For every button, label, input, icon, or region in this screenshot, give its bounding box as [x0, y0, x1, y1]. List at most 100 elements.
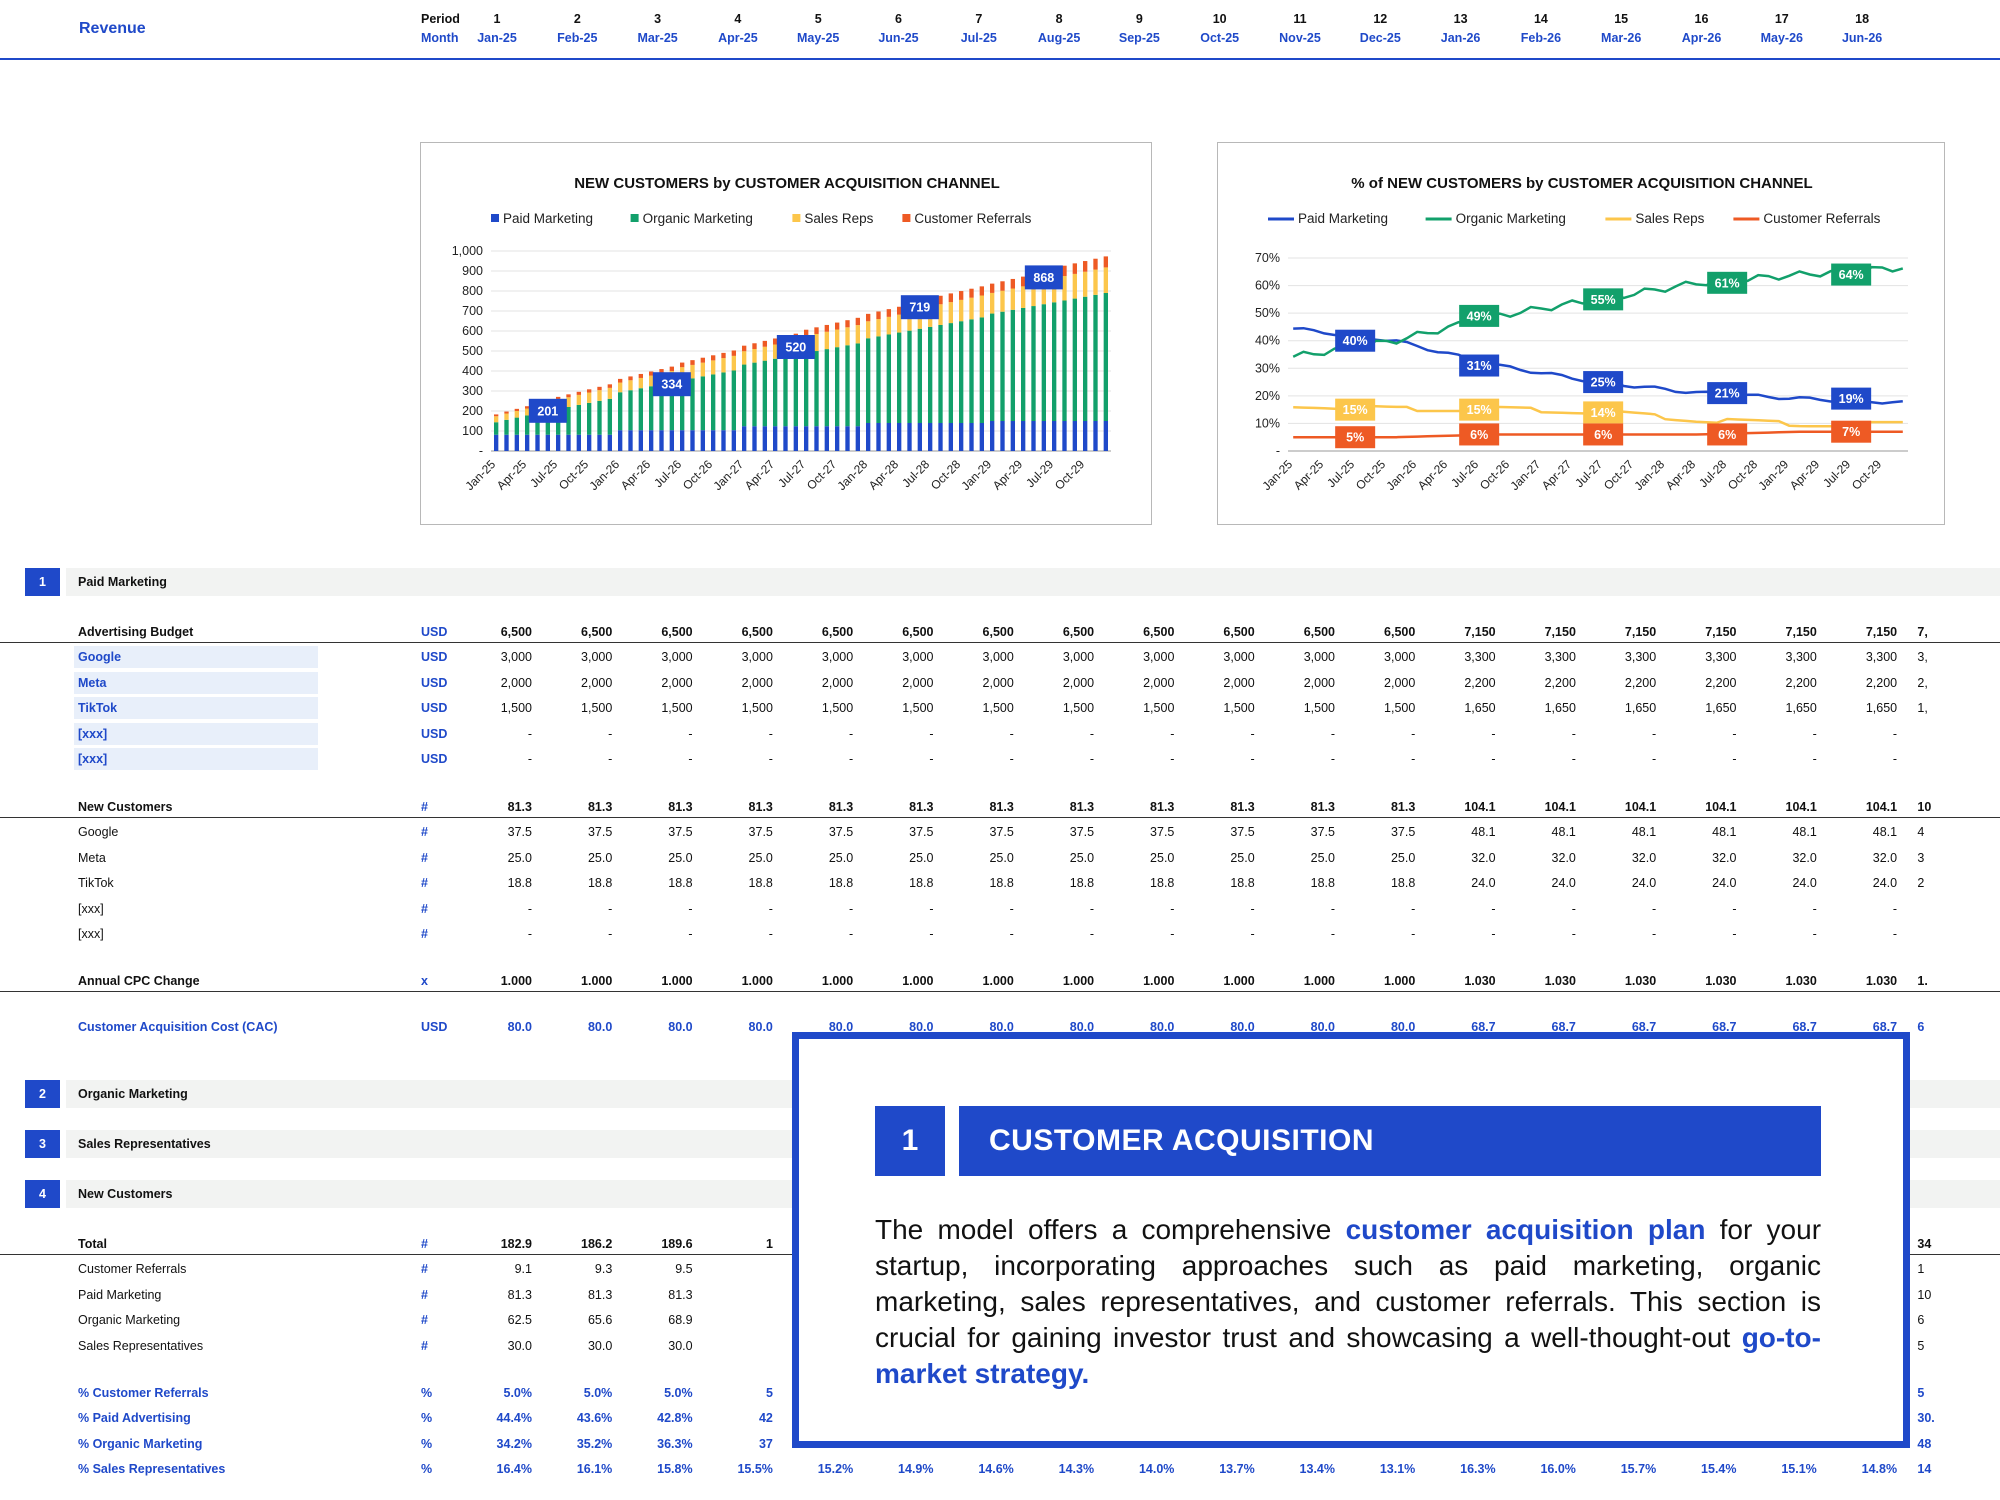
table-cell[interactable]: 3,000 — [581, 650, 613, 664]
table-cell[interactable]: 1.000 — [1143, 974, 1175, 988]
table-cell[interactable]: 3,000 — [1062, 650, 1095, 664]
table-cell[interactable]: 37.5 — [1230, 825, 1255, 839]
table-cell[interactable]: 81.3 — [1230, 800, 1255, 814]
table-cell[interactable]: 18.8 — [828, 876, 854, 890]
table-cell[interactable]: 81.3 — [989, 800, 1014, 814]
table-cell[interactable]: - — [1411, 927, 1416, 941]
table-cell[interactable]: 80.0 — [1230, 1020, 1255, 1034]
table-cell[interactable]: 5.0% — [503, 1386, 533, 1400]
table-cell[interactable]: 62.5 — [507, 1313, 532, 1327]
table-cell[interactable]: 1,500 — [1223, 701, 1255, 715]
table-cell[interactable]: 104.1 — [1624, 800, 1657, 814]
table-cell[interactable]: 1.030 — [1785, 974, 1817, 988]
table-cell[interactable]: 81.3 — [909, 800, 934, 814]
table-cell[interactable]: 25.0 — [587, 851, 613, 865]
table-cell[interactable]: 15.1% — [1781, 1462, 1817, 1476]
table-cell[interactable]: 18.8 — [989, 876, 1014, 890]
table-cell[interactable]: 16.3% — [1460, 1462, 1496, 1476]
table-cell[interactable]: 2,000 — [581, 676, 613, 690]
table-cell[interactable]: 32.0 — [1551, 851, 1576, 865]
table-cell[interactable]: - — [1089, 727, 1095, 741]
table-cell[interactable]: 7,150 — [1544, 625, 1576, 639]
table-cell[interactable]: 3,000 — [821, 650, 854, 664]
table-cell[interactable]: 3,000 — [982, 650, 1014, 664]
table-cell[interactable]: 6,500 — [1384, 625, 1416, 639]
table-cell[interactable]: 5.0% — [583, 1386, 613, 1400]
table-cell[interactable]: 37.5 — [828, 825, 854, 839]
table-cell[interactable]: 30. — [1917, 1411, 1935, 1425]
table-cell[interactable]: 104.1 — [1865, 800, 1898, 814]
table-cell[interactable]: 30.0 — [668, 1339, 693, 1353]
table-cell[interactable]: 1,500 — [741, 701, 773, 715]
table-cell[interactable]: 80.0 — [668, 1020, 693, 1034]
table-cell[interactable]: 1.030 — [1865, 974, 1898, 988]
table-cell[interactable]: 7,150 — [1464, 625, 1496, 639]
table-cell[interactable]: 1.000 — [1384, 974, 1416, 988]
table-cell[interactable]: - — [1170, 927, 1175, 941]
table-cell[interactable]: - — [849, 752, 854, 766]
table-cell[interactable]: - — [1250, 927, 1255, 941]
table-cell[interactable]: 1.000 — [661, 974, 693, 988]
table-cell[interactable]: - — [527, 902, 532, 916]
table-cell[interactable]: 1.000 — [1062, 974, 1095, 988]
table-cell[interactable]: 7,150 — [1624, 625, 1657, 639]
table-cell[interactable]: - — [768, 752, 773, 766]
table-cell[interactable]: - — [1491, 927, 1496, 941]
table-cell[interactable]: 1. — [1917, 974, 1928, 988]
table-cell[interactable]: 80.0 — [828, 1020, 854, 1034]
table-cell[interactable]: 48.1 — [1631, 825, 1657, 839]
table-cell[interactable]: 7,150 — [1705, 625, 1737, 639]
table-cell[interactable]: 3, — [1917, 650, 1928, 664]
table-cell[interactable]: 48.1 — [1792, 825, 1817, 839]
table-cell[interactable]: - — [1491, 727, 1496, 741]
table-cell[interactable]: - — [1330, 752, 1335, 766]
table-cell[interactable]: 1, — [1917, 701, 1928, 715]
table-cell[interactable]: 30.0 — [587, 1339, 613, 1353]
table-cell[interactable]: - — [608, 927, 613, 941]
table-cell[interactable]: - — [929, 927, 934, 941]
table-cell[interactable]: 3,000 — [1223, 650, 1255, 664]
table-cell[interactable]: 18.8 — [1150, 876, 1175, 890]
table-cell[interactable]: 80.0 — [1310, 1020, 1335, 1034]
table-cell[interactable]: 6,500 — [821, 625, 854, 639]
table-cell[interactable]: 25.0 — [1230, 851, 1255, 865]
table-cell[interactable]: 48.1 — [1471, 825, 1496, 839]
table-cell[interactable]: - — [1812, 927, 1817, 941]
table-cell[interactable]: 30.0 — [507, 1339, 532, 1353]
table-cell[interactable]: 1,650 — [1464, 701, 1496, 715]
table-cell[interactable]: 3,000 — [1303, 650, 1335, 664]
table-cell[interactable]: - — [1571, 727, 1576, 741]
table-cell[interactable]: 2,200 — [1865, 676, 1898, 690]
table-cell[interactable]: 1.000 — [982, 974, 1014, 988]
table-cell[interactable]: 4 — [1917, 825, 1925, 839]
table-cell[interactable]: 42 — [758, 1411, 773, 1425]
table-cell[interactable]: 1,500 — [1062, 701, 1095, 715]
table-cell[interactable]: 2,000 — [741, 676, 773, 690]
table-cell[interactable]: - — [1170, 727, 1175, 741]
table-cell[interactable]: 25.0 — [748, 851, 773, 865]
table-cell[interactable]: 13.7% — [1219, 1462, 1255, 1476]
table-cell[interactable]: 7,150 — [1865, 625, 1898, 639]
table-cell[interactable]: - — [1089, 927, 1095, 941]
table-cell[interactable]: 6 — [1917, 1020, 1925, 1034]
table-cell[interactable]: 81.3 — [1310, 800, 1335, 814]
table-cell[interactable]: - — [527, 752, 532, 766]
table-cell[interactable]: 104.1 — [1785, 800, 1817, 814]
table-cell[interactable]: - — [929, 752, 934, 766]
table-cell[interactable]: - — [1170, 902, 1175, 916]
table-cell[interactable]: 80.0 — [1069, 1020, 1095, 1034]
table-cell[interactable]: - — [527, 927, 532, 941]
table-cell[interactable]: 32.0 — [1712, 851, 1737, 865]
table-cell[interactable]: 81.3 — [668, 800, 693, 814]
table-cell[interactable]: 68.9 — [668, 1313, 693, 1327]
table-cell[interactable]: 1.030 — [1464, 974, 1496, 988]
table-cell[interactable]: 37 — [758, 1437, 773, 1451]
table-cell[interactable]: 1.000 — [741, 974, 773, 988]
input-cell[interactable] — [74, 646, 318, 668]
table-cell[interactable]: - — [1652, 752, 1657, 766]
table-cell[interactable]: 68.7 — [1792, 1020, 1817, 1034]
table-cell[interactable]: 37.5 — [668, 825, 693, 839]
table-cell[interactable]: 18.8 — [507, 876, 532, 890]
table-cell[interactable]: - — [1250, 902, 1255, 916]
table-cell[interactable]: 1.000 — [821, 974, 854, 988]
